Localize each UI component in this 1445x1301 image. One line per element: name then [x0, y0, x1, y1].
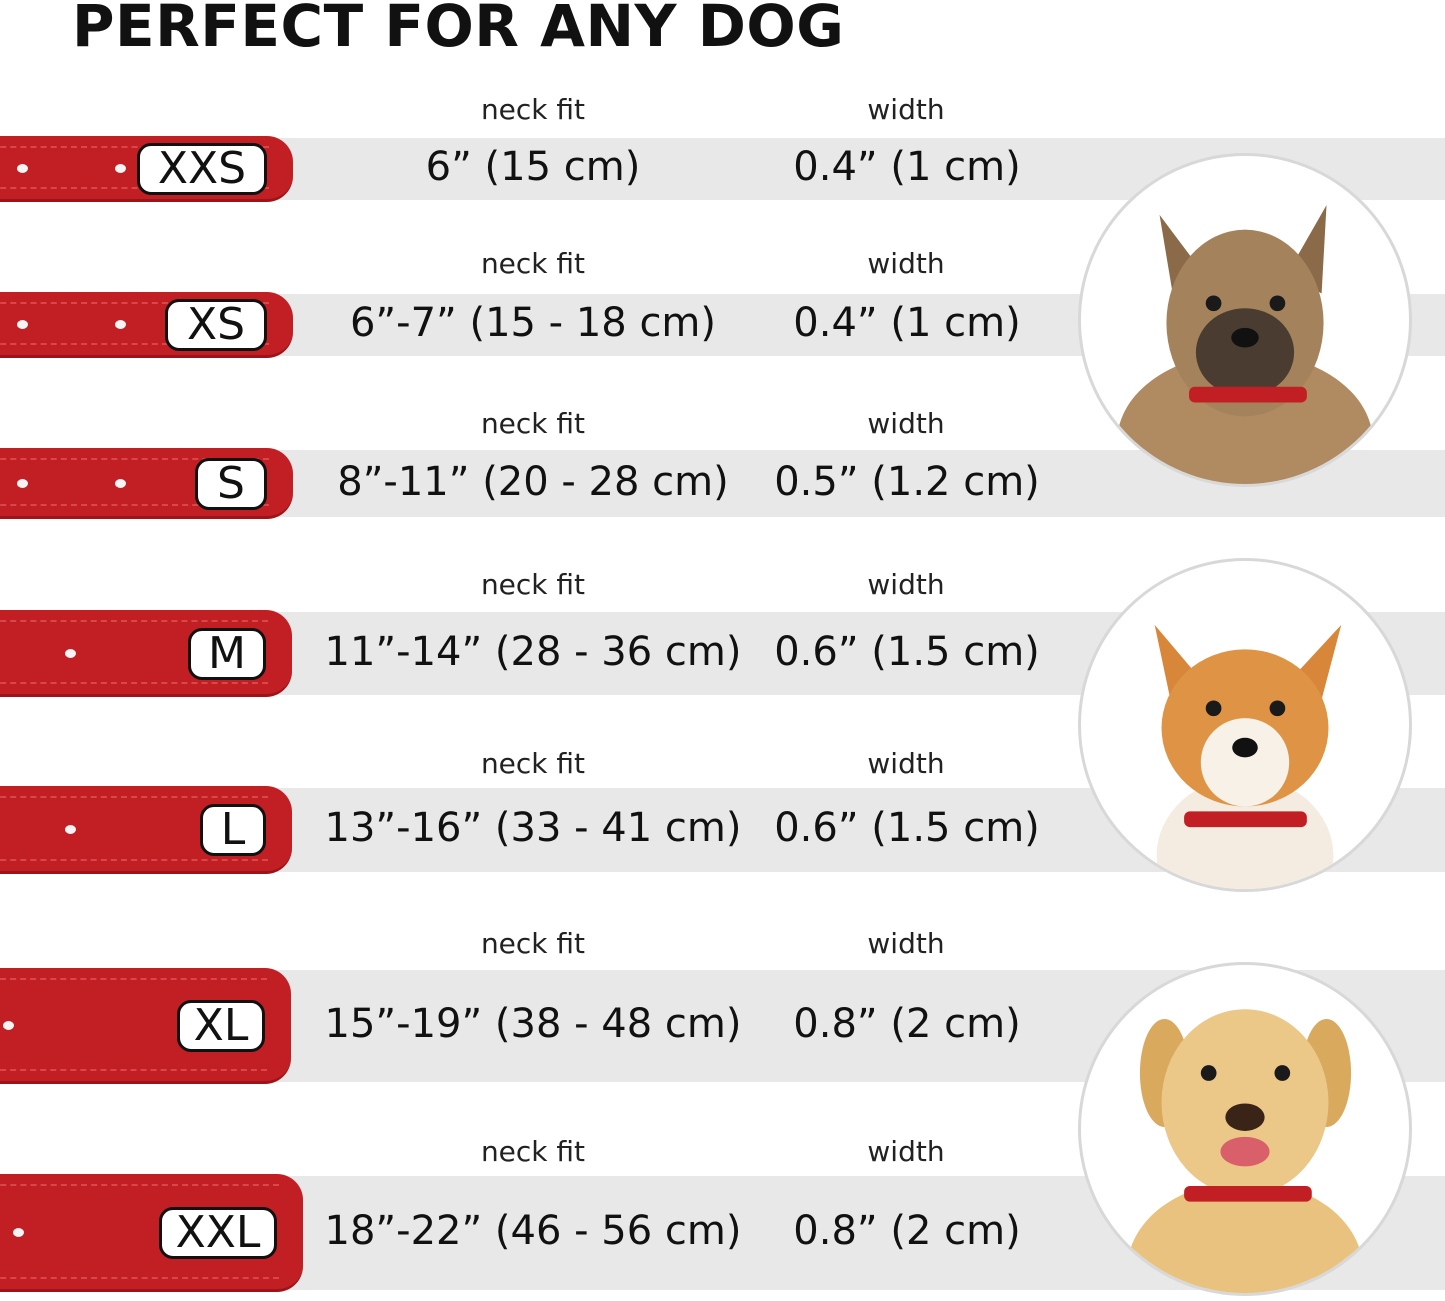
- collar-hole: [65, 825, 76, 834]
- collar-strap: M: [0, 610, 292, 697]
- collar-hole: [13, 1228, 24, 1237]
- collar-strap: XS: [0, 292, 293, 358]
- neck-fit-value: 11”-14” (28 - 36 cm): [324, 628, 742, 675]
- width-label: width: [867, 93, 945, 126]
- width-value: 0.6” (1.5 cm): [774, 628, 1040, 675]
- collar-hole: [17, 320, 28, 329]
- neck-fit-label: neck fit: [480, 93, 586, 126]
- size-tag: L: [200, 804, 266, 856]
- size-tag: M: [188, 627, 266, 680]
- corgi-photo: [1078, 558, 1412, 892]
- collar-strap: XL: [0, 968, 291, 1084]
- width-value: 0.4” (1 cm): [793, 144, 1021, 190]
- size-tag: S: [195, 457, 267, 510]
- collar-hole: [17, 164, 28, 173]
- collar-strap: XXL: [0, 1174, 303, 1292]
- neck-fit-value: 18”-22” (46 - 56 cm): [324, 1208, 742, 1254]
- width-label: width: [867, 747, 945, 780]
- neck-fit-value: 8”-11” (20 - 28 cm): [337, 458, 729, 505]
- width-value: 0.4” (1 cm): [793, 300, 1021, 346]
- neck-fit-label: neck fit: [480, 247, 586, 280]
- page-title: PERFECT FOR ANY DOG: [72, 0, 845, 60]
- size-tag: XXS: [137, 143, 267, 195]
- neck-fit-label: neck fit: [480, 1135, 586, 1168]
- labrador-photo: [1078, 962, 1412, 1296]
- size-tag: XL: [177, 1000, 265, 1052]
- neck-fit-label: neck fit: [480, 568, 586, 601]
- width-label: width: [867, 927, 945, 960]
- width-label: width: [867, 407, 945, 440]
- width-value: 0.6” (1.5 cm): [774, 805, 1040, 851]
- collar-hole: [115, 478, 126, 488]
- width-value: 0.8” (2 cm): [793, 1208, 1021, 1254]
- neck-fit-label: neck fit: [480, 407, 586, 440]
- collar-hole: [115, 320, 126, 329]
- neck-fit-label: neck fit: [480, 927, 586, 960]
- width-value: 0.8” (2 cm): [793, 1001, 1021, 1047]
- collar-hole: [17, 478, 28, 488]
- collar-strap: XXS: [0, 136, 293, 202]
- collar-hole: [115, 164, 126, 173]
- width-value: 0.5” (1.2 cm): [774, 458, 1040, 505]
- neck-fit-value: 13”-16” (33 - 41 cm): [324, 805, 742, 851]
- collar-hole: [3, 1021, 14, 1030]
- collar-strap: S: [0, 448, 293, 519]
- collar-hole: [65, 648, 76, 658]
- neck-fit-value: 6” (15 cm): [425, 144, 641, 190]
- size-tag: XXL: [159, 1207, 277, 1259]
- width-label: width: [867, 1135, 945, 1168]
- neck-fit-value: 15”-19” (38 - 48 cm): [324, 1001, 742, 1047]
- width-label: width: [867, 247, 945, 280]
- neck-fit-label: neck fit: [480, 747, 586, 780]
- small-dog-photo: [1078, 153, 1412, 487]
- width-label: width: [867, 568, 945, 601]
- size-tag: XS: [165, 299, 267, 351]
- collar-strap: L: [0, 786, 292, 874]
- neck-fit-value: 6”-7” (15 - 18 cm): [349, 300, 717, 346]
